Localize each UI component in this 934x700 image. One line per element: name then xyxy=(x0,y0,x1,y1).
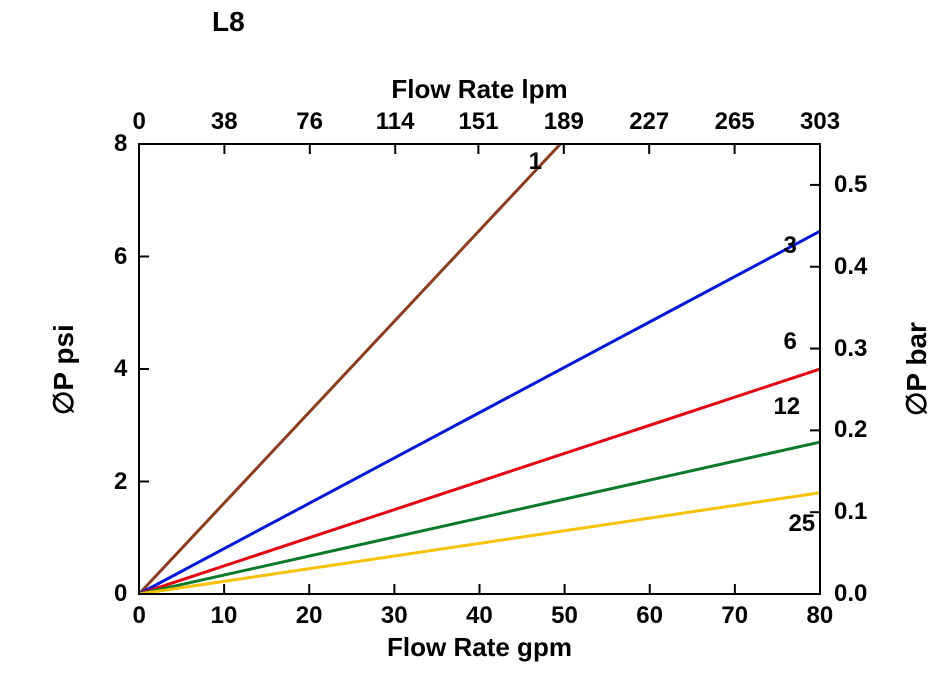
x-top-tick-label: 265 xyxy=(715,108,755,136)
series-label: 3 xyxy=(783,232,796,260)
y-right-tick-label: 0.0 xyxy=(834,580,867,608)
x-top-tick-label: 303 xyxy=(800,108,840,136)
x-top-axis-title: Flow Rate lpm xyxy=(139,74,820,105)
y-right-axis-title: ∅P bar xyxy=(900,322,933,416)
x-bottom-axis-title: Flow Rate gpm xyxy=(139,632,820,663)
x-bottom-tick-label: 0 xyxy=(133,602,146,630)
x-top-tick-label: 0 xyxy=(133,108,146,136)
x-top-tick-label: 114 xyxy=(376,108,415,136)
series-label: 1 xyxy=(529,148,542,176)
series-label: 12 xyxy=(773,393,800,421)
y-left-tick-label: 2 xyxy=(114,468,127,496)
y-left-tick-label: 0 xyxy=(114,580,127,608)
y-left-axis-title: ∅P psi xyxy=(47,324,80,415)
x-bottom-tick-label: 70 xyxy=(721,602,748,630)
series-label: 6 xyxy=(783,328,796,356)
x-top-tick-label: 76 xyxy=(296,108,323,136)
x-top-tick-label: 227 xyxy=(629,108,669,136)
x-bottom-tick-label: 60 xyxy=(636,602,663,630)
x-bottom-tick-label: 80 xyxy=(807,602,834,630)
x-top-tick-label: 189 xyxy=(544,108,584,136)
chart-title: L8 xyxy=(212,6,245,38)
x-top-tick-label: 151 xyxy=(458,108,498,136)
y-right-tick-label: 0.3 xyxy=(834,335,867,363)
y-right-tick-label: 0.1 xyxy=(834,498,867,526)
x-bottom-tick-label: 30 xyxy=(381,602,408,630)
y-left-tick-label: 8 xyxy=(114,130,127,158)
series-label: 25 xyxy=(788,510,815,538)
y-right-tick-label: 0.4 xyxy=(834,253,867,281)
y-right-tick-label: 0.5 xyxy=(834,171,867,199)
x-bottom-tick-label: 10 xyxy=(211,602,238,630)
x-bottom-tick-label: 50 xyxy=(551,602,578,630)
y-right-tick-label: 0.2 xyxy=(834,416,867,444)
y-left-tick-label: 6 xyxy=(114,243,127,271)
y-left-tick-label: 4 xyxy=(114,355,127,383)
x-top-tick-label: 38 xyxy=(211,108,238,136)
x-bottom-tick-label: 40 xyxy=(466,602,493,630)
x-bottom-tick-label: 20 xyxy=(296,602,323,630)
